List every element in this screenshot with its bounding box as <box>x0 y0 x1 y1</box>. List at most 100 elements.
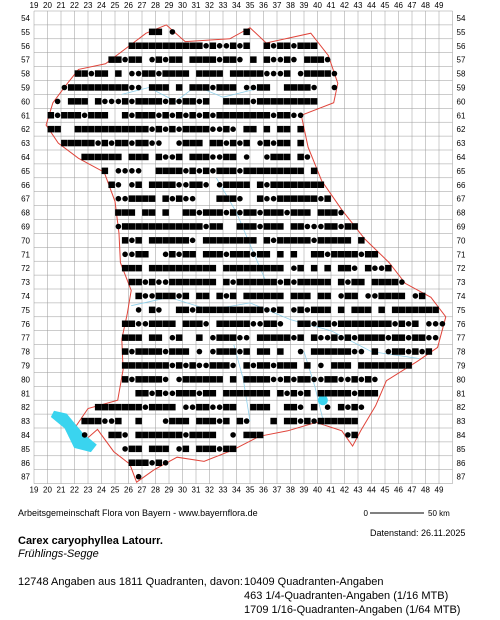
y-label-left: 66 <box>21 181 30 190</box>
record-square <box>223 84 230 91</box>
record-dot <box>372 265 378 272</box>
record-dot <box>216 154 223 160</box>
record-square <box>304 56 311 63</box>
record-dot <box>183 404 189 411</box>
y-label-left: 71 <box>21 250 30 259</box>
record-dot <box>149 460 155 466</box>
y-label-right: 65 <box>457 167 466 176</box>
y-label-right: 71 <box>457 250 466 259</box>
record-square <box>189 56 196 63</box>
record-square <box>74 125 82 133</box>
record-square <box>331 417 338 425</box>
record-square <box>162 403 169 411</box>
record-square <box>209 390 217 397</box>
record-dot <box>284 390 290 397</box>
record-dot <box>203 223 209 230</box>
record-square <box>236 70 244 77</box>
lake-chiemsee <box>317 395 328 406</box>
record-dot <box>426 334 432 341</box>
record-dot <box>324 334 331 341</box>
record-square <box>155 431 163 439</box>
record-square <box>297 292 304 300</box>
y-label-left: 69 <box>21 222 30 231</box>
record-square <box>223 362 230 369</box>
record-square <box>155 125 163 133</box>
record-square <box>135 417 142 425</box>
record-dot <box>162 279 169 285</box>
record-square <box>229 84 237 91</box>
record-square <box>88 139 95 147</box>
record-square <box>331 390 338 397</box>
record-square <box>337 320 345 327</box>
record-square <box>364 334 372 341</box>
record-square <box>196 264 203 272</box>
record-square <box>324 195 331 202</box>
record-dot <box>169 195 176 202</box>
record-square <box>256 334 264 341</box>
record-square <box>115 84 122 91</box>
record-square <box>196 56 203 63</box>
record-dot <box>122 432 128 438</box>
record-square <box>297 334 304 341</box>
record-square <box>135 195 142 202</box>
record-square <box>189 278 196 286</box>
y-label-right: 68 <box>457 209 466 218</box>
record-dot <box>291 376 297 383</box>
record-square <box>324 209 331 216</box>
record-dot <box>250 321 257 327</box>
record-square <box>196 278 203 286</box>
record-dot <box>270 362 277 369</box>
record-square <box>223 98 230 105</box>
record-dot <box>230 432 236 438</box>
record-square <box>162 237 169 244</box>
y-label-left: 68 <box>21 209 30 218</box>
record-square <box>250 278 257 286</box>
record-square <box>297 98 304 105</box>
record-square <box>94 125 102 133</box>
record-square <box>270 153 277 161</box>
record-square <box>297 125 304 133</box>
record-square <box>412 320 419 327</box>
x-label-bottom: 28 <box>151 486 160 495</box>
record-square <box>175 306 183 314</box>
record-square <box>61 139 68 147</box>
record-square <box>297 376 304 383</box>
record-square <box>155 237 163 244</box>
record-square <box>297 181 304 188</box>
record-square <box>202 306 210 314</box>
record-square <box>121 334 129 341</box>
record-square <box>202 278 210 286</box>
record-square <box>169 264 176 272</box>
y-label-right: 60 <box>457 97 466 106</box>
record-square <box>135 348 142 355</box>
x-label-bottom: 39 <box>300 486 309 495</box>
y-label-right: 83 <box>457 417 466 426</box>
record-square <box>121 362 129 369</box>
y-label-left: 80 <box>21 375 30 384</box>
record-dot <box>189 307 196 313</box>
record-square <box>256 306 264 314</box>
record-square <box>243 167 250 175</box>
record-square <box>364 306 372 314</box>
record-dot <box>142 321 149 327</box>
record-dot <box>264 70 270 77</box>
x-label-bottom: 29 <box>165 486 174 495</box>
record-square <box>283 42 291 49</box>
record-square <box>142 376 149 383</box>
record-square <box>175 278 183 286</box>
record-square <box>310 251 318 258</box>
record-square <box>202 264 210 272</box>
record-dot <box>196 390 203 397</box>
record-square <box>351 306 358 314</box>
record-square <box>54 125 61 133</box>
record-square <box>283 403 291 411</box>
record-square <box>202 112 210 119</box>
y-label-right: 61 <box>457 111 466 120</box>
record-dot <box>203 362 209 369</box>
record-dot <box>196 348 203 355</box>
record-dot <box>318 223 324 230</box>
record-square <box>108 431 115 439</box>
record-square <box>317 292 325 300</box>
record-square <box>256 264 264 272</box>
record-square <box>412 348 419 355</box>
